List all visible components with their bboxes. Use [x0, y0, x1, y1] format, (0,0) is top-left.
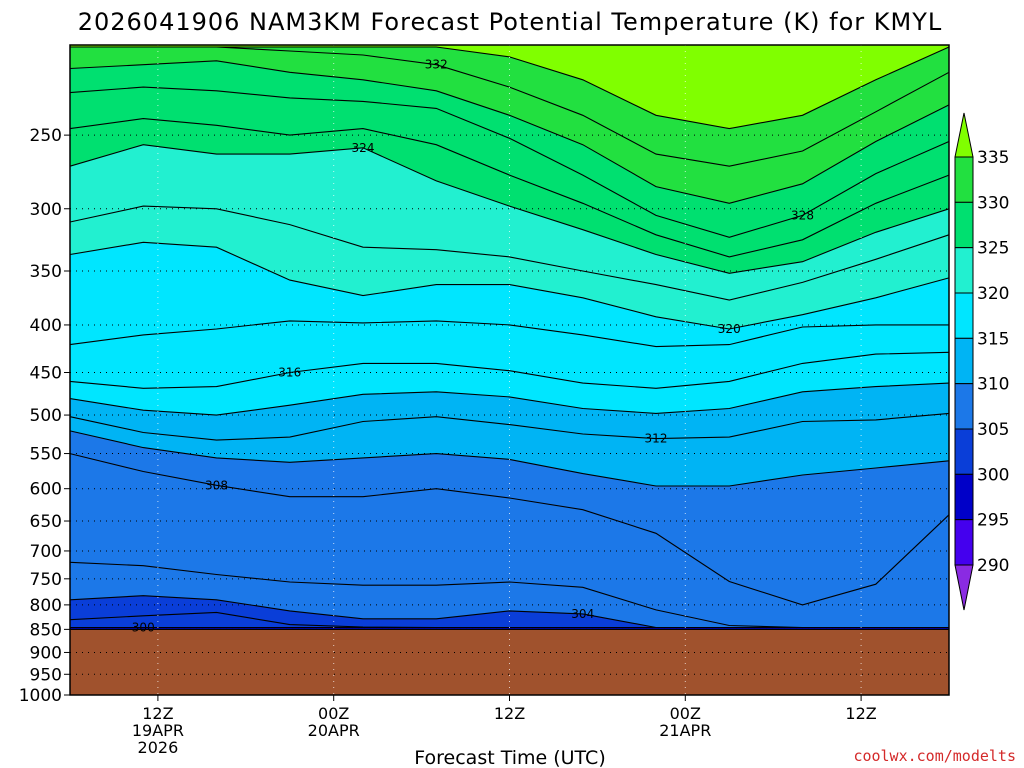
contour-label-332: 332 [425, 58, 448, 72]
y-tick-label: 750 [30, 570, 62, 590]
contour-320 [69, 241, 950, 330]
contour-label-324: 324 [352, 141, 375, 155]
contour-330 [69, 60, 950, 204]
y-tick-label: 800 [30, 596, 62, 616]
colorbar-label: 330 [977, 193, 1009, 213]
y-tick-label: 250 [30, 126, 62, 146]
y-tick-label: 1000 [19, 686, 62, 706]
contour-312 [69, 412, 950, 441]
colorbar-label: 310 [977, 375, 1009, 395]
colorbar-label: 300 [977, 465, 1009, 485]
colorbar-segment [954, 473, 974, 521]
colorbar-label: 335 [977, 148, 1009, 168]
contour-label-312: 312 [645, 432, 668, 446]
contour-label-316: 316 [278, 366, 301, 380]
colorbar-label: 315 [977, 329, 1009, 349]
y-tick-label: 550 [30, 445, 62, 465]
colorbar-max-arrow [954, 112, 974, 158]
y-tick-label: 500 [30, 406, 62, 426]
y-tick-label: 650 [30, 512, 62, 532]
y-tick-label: 450 [30, 364, 62, 384]
colorbar-segment [954, 337, 974, 385]
y-tick-label: 700 [30, 542, 62, 562]
x-tick-year: 2026 [138, 738, 179, 757]
contour-334 [70, 46, 950, 130]
contour-label-304: 304 [571, 607, 594, 621]
credit-link[interactable]: coolwx.com/modelts [853, 747, 1016, 765]
contour-326 [69, 118, 950, 258]
x-tick-label: 12Z [494, 704, 525, 723]
y-tick-label: 600 [30, 480, 62, 500]
contour-lines: 300 304 308 312 316 320 324 328 332 [69, 46, 950, 634]
contour-324 [69, 144, 950, 274]
grid [70, 45, 949, 696]
y-tick-label: 950 [30, 665, 62, 685]
colorbar-label: 295 [977, 511, 1009, 531]
colorbar-segment [954, 201, 974, 249]
contour-316 [69, 351, 950, 389]
terrain-fill [70, 629, 949, 695]
y-tick-label: 850 [30, 620, 62, 640]
x-tick-date: 19APR [132, 721, 184, 740]
contour-314 [69, 382, 950, 416]
colorbar: 335 330 325 320 315 310 305 300 295 290 [954, 112, 1009, 611]
y-tick-label: 300 [30, 200, 62, 220]
x-tick-date: 20APR [308, 721, 360, 740]
colorbar-label: 320 [977, 284, 1009, 304]
colorbar-segment [954, 292, 974, 339]
contour-label-308: 308 [205, 478, 228, 492]
colorbar-segment [954, 247, 974, 294]
x-tick-label: 00Z [318, 704, 349, 723]
colorbar-segment [954, 428, 974, 475]
contour-label-300: 300 [132, 620, 155, 634]
chart-title: 2026041906 NAM3KM Forecast Potential Tem… [78, 8, 943, 36]
colorbar-segment [954, 519, 974, 566]
y-tick-label: 350 [30, 262, 62, 282]
x-axis-label: Forecast Time (UTC) [414, 747, 605, 768]
x-tick-label: 00Z [670, 704, 701, 723]
contour-label-328: 328 [791, 208, 814, 222]
colorbar-label: 290 [977, 556, 1009, 576]
contour-306 [69, 561, 949, 629]
x-tick-label: 12Z [845, 704, 876, 723]
contour-328 [69, 86, 950, 238]
y-tick-label: 400 [30, 316, 62, 336]
x-tick-label: 12Z [142, 704, 173, 723]
y-tick-label: 900 [30, 643, 62, 663]
terrain [70, 628, 949, 695]
colorbar-label: 305 [977, 420, 1009, 440]
colorbar-segment [954, 156, 974, 203]
colorbar-segment [954, 383, 974, 430]
contour-318 [69, 320, 949, 348]
contour-322 [69, 205, 950, 301]
colorbar-min-arrow [954, 564, 974, 611]
contour-label-320: 320 [718, 322, 741, 336]
y-axis: 250 300 350 400 450 500 550 600 650 700 750 800 850 9… [19, 126, 70, 706]
colorbar-label: 325 [977, 239, 1009, 259]
x-tick-date: 21APR [659, 721, 711, 740]
